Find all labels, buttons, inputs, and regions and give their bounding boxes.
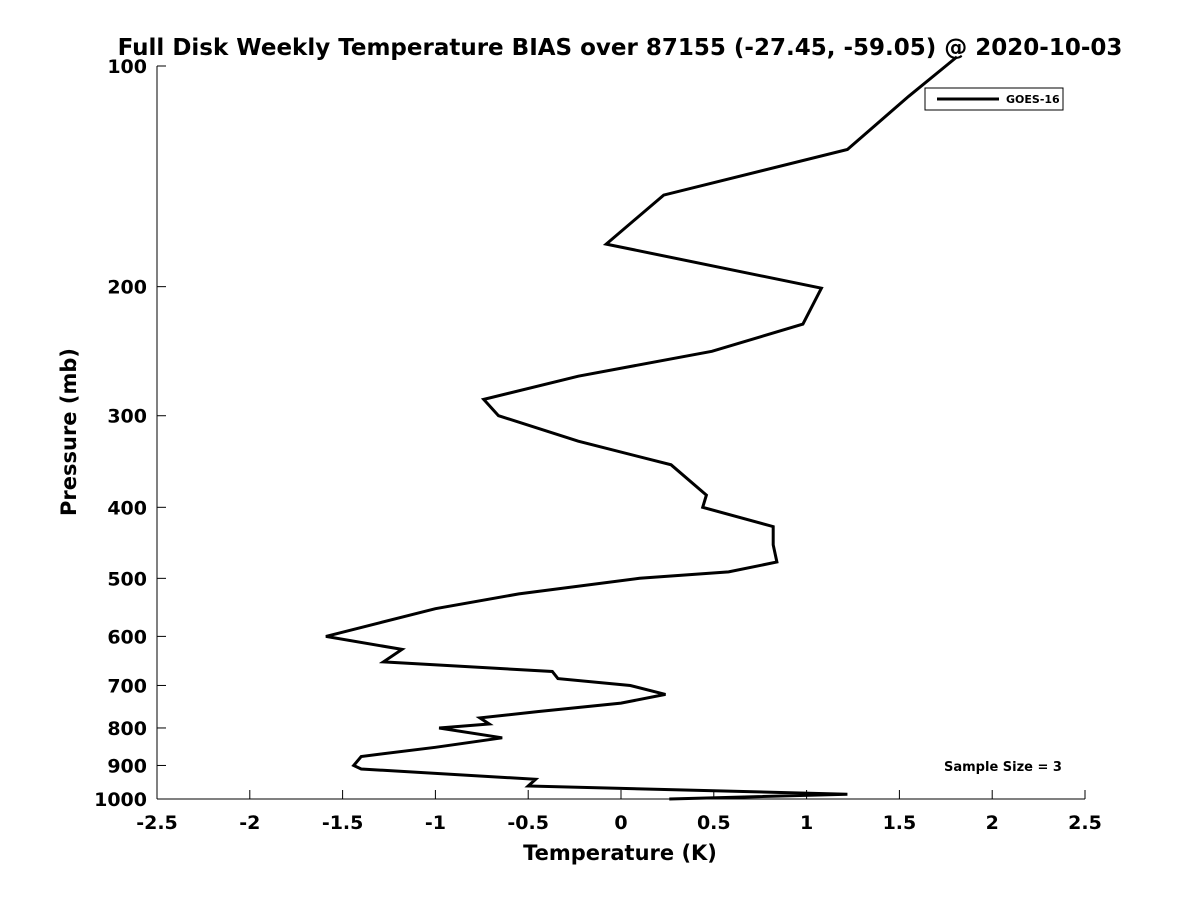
x-tick-label: -1.5: [322, 812, 364, 834]
chart-title: Full Disk Weekly Temperature BIAS over 8…: [118, 35, 1123, 61]
legend-label: GOES-16: [1006, 93, 1060, 106]
x-axis-label: Temperature (K): [523, 841, 717, 865]
x-tick-label: -0.5: [507, 812, 549, 834]
x-tick-label: 1: [800, 812, 813, 834]
y-axis-label: Pressure (mb): [57, 348, 81, 516]
plot-area: -2.5 -2 -1.5 -1 -0.5 0 0.5 1 1.5 2 2.5 100 200 300 400…: [94, 55, 1102, 834]
y-tick-label: 400: [107, 497, 147, 519]
y-tick-label: 100: [107, 56, 147, 78]
y-tick-label: 700: [107, 675, 147, 697]
x-tick-label: -1: [425, 812, 446, 834]
y-tick-label: 200: [107, 277, 147, 299]
y-tick-label: 600: [107, 626, 147, 648]
x-tick-label: 0: [614, 812, 627, 834]
x-tick-label: 2: [986, 812, 999, 834]
x-tick-label: 0.5: [697, 812, 731, 834]
x-tick-label: 1.5: [883, 812, 917, 834]
x-tick-label: -2.5: [136, 812, 178, 834]
y-tick-label: 300: [107, 406, 147, 428]
y-tick-label: 900: [107, 755, 147, 777]
x-tick-label: -2: [239, 812, 260, 834]
y-tick-label: 500: [107, 568, 147, 590]
series-line-goes-16: [325, 55, 958, 801]
x-tick-label: 2.5: [1068, 812, 1102, 834]
y-tick-label: 1000: [94, 789, 147, 811]
y-tick-label: 800: [107, 718, 147, 740]
legend: GOES-16: [924, 87, 1064, 111]
sample-size-note: Sample Size = 3: [944, 760, 1062, 775]
